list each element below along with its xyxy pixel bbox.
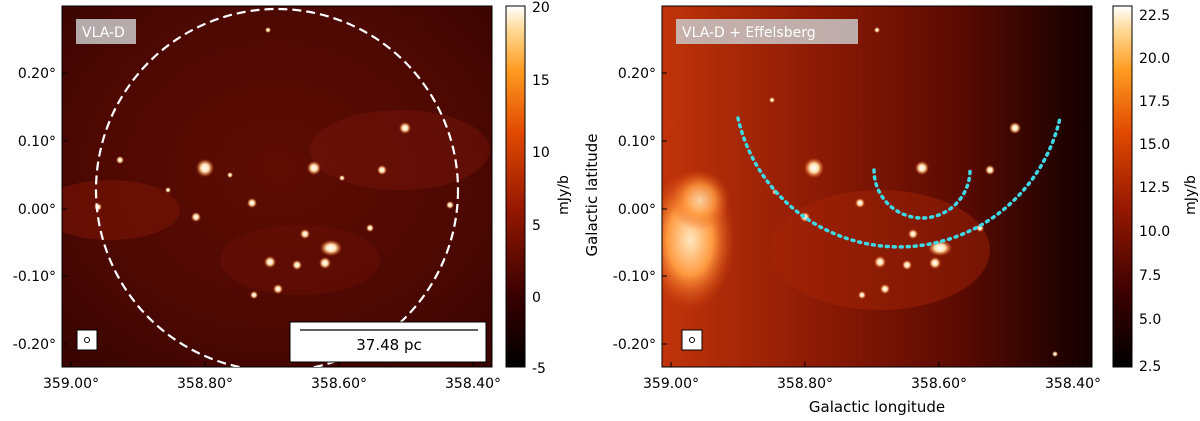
cbar-tick-label: 7.5: [1139, 268, 1161, 284]
x-tick-label: 358.60°: [311, 376, 367, 392]
outer-cyan-arc: [736, 116, 1062, 249]
inner-cyan-arc: [872, 168, 972, 220]
left-dashed-circle: [94, 7, 460, 367]
x-tick-label: 359.00°: [643, 376, 699, 392]
cbar-tick-label: 17.5: [1139, 94, 1170, 110]
left-y-ticks: 0.20° 0.10° 0.00° -0.10° -0.20°: [13, 66, 56, 353]
y-axis-label: Galactic latitude: [583, 133, 601, 256]
y-tick-label: -0.20°: [13, 337, 56, 353]
cbar-tick-label: 22.5: [1139, 8, 1170, 24]
x-axis-label: Galactic longitude: [809, 398, 945, 416]
cbar-tick-label: 5: [532, 218, 541, 234]
y-tick-label: -0.10°: [13, 269, 56, 285]
x-tick-label: 358.40°: [1045, 376, 1101, 392]
cbar-tick-label: 0: [532, 290, 541, 306]
right-colorbar-label: mJy/b: [1183, 175, 1199, 215]
left-panel: VLA-D 37.48 pc 0.20° 0.10° 0.00° -0.10° …: [13, 0, 572, 392]
y-tick-label: -0.10°: [613, 269, 656, 285]
cbar-tick-label: -5: [532, 361, 546, 377]
left-frame: [61, 5, 493, 368]
y-tick-label: 0.00°: [618, 202, 656, 218]
scalebar-label: 37.48 pc: [356, 336, 421, 354]
cbar-tick-label: 15.0: [1139, 137, 1170, 153]
left-colorbar: [505, 5, 526, 368]
cbar-tick-label: 20: [532, 0, 550, 16]
right-x-ticks: 359.00° 358.80° 358.60° 358.40°: [643, 376, 1101, 392]
right-tick-marks: [662, 72, 1074, 367]
cbar-tick-label: 10: [532, 145, 550, 161]
y-tick-label: -0.20°: [613, 337, 656, 353]
x-tick-label: 358.80°: [777, 376, 833, 392]
left-tick-marks: [62, 72, 474, 367]
right-beam-ellipse: [689, 337, 695, 343]
right-beam-box: [681, 329, 703, 351]
right-label-box: [676, 19, 858, 44]
y-tick-label: 0.10°: [18, 134, 56, 150]
x-tick-label: 359.00°: [43, 376, 99, 392]
left-radio-map: [62, 6, 492, 367]
right-panel: VLA-D + Effelsberg 0.20° 0.10° 0.00° -0.…: [613, 5, 1199, 392]
x-tick-label: 358.40°: [445, 376, 501, 392]
left-panel-label: VLA-D: [82, 25, 125, 41]
right-panel-label: VLA-D + Effelsberg: [682, 25, 816, 41]
left-label-box: [76, 19, 136, 44]
right-colorbar: [1112, 5, 1133, 368]
cbar-tick-label: 5.0: [1139, 312, 1161, 328]
cbar-tick-label: 15: [532, 73, 550, 89]
left-beam-box: [76, 329, 98, 351]
y-tick-label: 0.00°: [18, 202, 56, 218]
left-colorbar-ticks: 20 15 10 5 0 -5: [532, 0, 550, 377]
right-radio-map: [662, 6, 1092, 367]
cbar-tick-label: 20.0: [1139, 51, 1170, 67]
x-tick-label: 358.60°: [911, 376, 967, 392]
y-tick-label: 0.20°: [18, 66, 56, 82]
right-y-ticks: 0.20° 0.10° 0.00° -0.10° -0.20°: [613, 66, 656, 353]
right-frame: [661, 5, 1093, 368]
cbar-tick-label: 2.5: [1139, 359, 1161, 375]
cbar-tick-label: 12.5: [1139, 180, 1170, 196]
left-x-ticks: 359.00° 358.80° 358.60° 358.40°: [43, 376, 501, 392]
y-tick-label: 0.10°: [618, 134, 656, 150]
cbar-tick-label: 10.0: [1139, 224, 1170, 240]
left-colorbar-label: mJy/b: [556, 175, 572, 215]
scalebar-box: [289, 321, 487, 363]
x-tick-label: 358.80°: [177, 376, 233, 392]
right-colorbar-ticks: 22.5 20.0 17.5 15.0 12.5 10.0 7.5 5.0 2.…: [1139, 8, 1170, 375]
y-tick-label: 0.20°: [618, 66, 656, 82]
left-beam-ellipse: [84, 337, 90, 343]
